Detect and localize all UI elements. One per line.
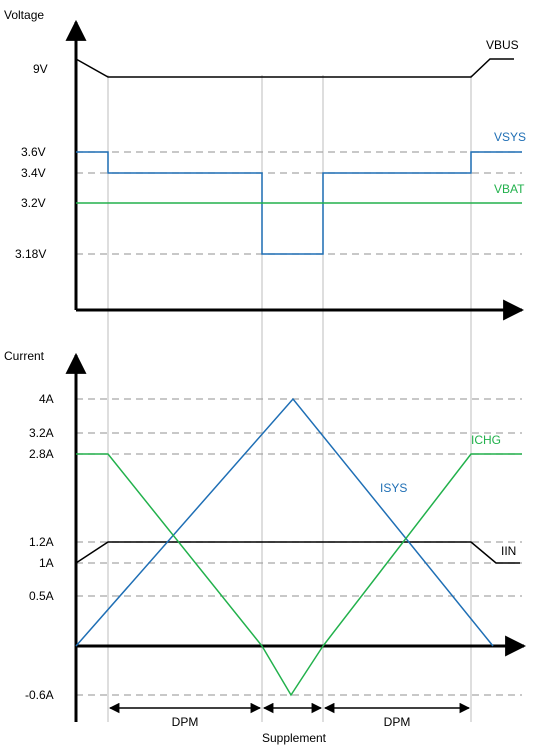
vbat-label: VBAT [494,182,525,196]
dpm-left-label: DPM [172,715,199,729]
current-axis-label: Current [4,349,45,363]
isys-label: ISYS [380,481,407,495]
tick-0.5a: 0.5A [29,589,54,603]
tick-1a: 1A [39,556,54,570]
isys-trace [75,397,494,647]
voltage-axis-label: Voltage [4,8,44,22]
tick-3.2a: 3.2A [29,426,54,440]
tick-3.18v: 3.18V [15,247,46,261]
vsys-trace [76,151,522,255]
ichg-trace [76,453,522,697]
ichg-label: ICHG [471,433,501,447]
dpm-right-label: DPM [384,715,411,729]
voltage-panel: Voltage 9V 3.6V 3.4V 3.2V 3.18V VBUS VSY… [4,8,526,321]
tick-1.2a: 1.2A [29,535,54,549]
tick-3.2v: 3.2V [21,196,46,210]
region-annotations: DPM DPM Supplement [108,702,471,745]
tick-3.6v: 3.6V [21,145,46,159]
supplement-label: Supplement [262,731,327,745]
tick-3.4v: 3.4V [21,166,46,180]
vbus-label: VBUS [486,38,519,52]
vbus-trace [75,58,514,78]
tick-neg0.6a: -0.6A [25,688,54,702]
tick-4a: 4A [39,392,54,406]
iin-label: IIN [501,544,516,558]
tick-9v: 9V [33,62,48,76]
tick-2.8a: 2.8A [29,447,54,461]
iin-trace [75,541,520,564]
vsys-label: VSYS [494,130,526,144]
current-panel: Current 4A 3.2A 2.8A 1.2A 1A 0.5A -0.6A … [4,349,527,722]
